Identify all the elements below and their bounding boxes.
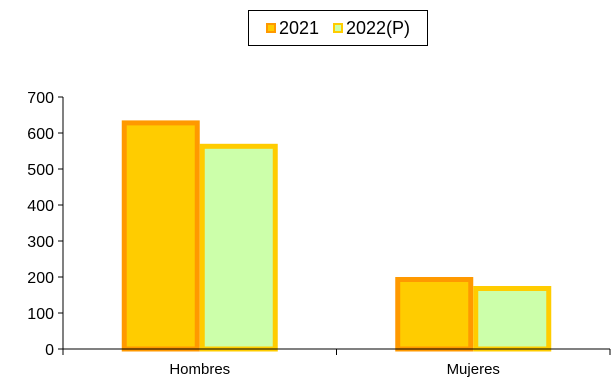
y-tick-label-500: 500 — [27, 162, 54, 179]
y-tick-label-600: 600 — [27, 126, 54, 143]
bar-hombres-2021 — [121, 120, 200, 352]
legend-label-2021: 2021 — [278, 17, 319, 38]
y-tick-label-0: 0 — [45, 342, 54, 359]
bar-mujeres-2022p — [473, 286, 552, 352]
y-tick-label-700: 700 — [27, 90, 54, 107]
bar-mujeres-2021 — [395, 277, 474, 352]
x-tick-label-mujeres: Mujeres — [447, 361, 500, 378]
chart-legend: 2021 2022(P) — [248, 10, 428, 46]
legend-label-2022p: 2022(P) — [346, 17, 411, 38]
legend-swatch-2021 — [265, 23, 276, 33]
y-tick-label-300: 300 — [27, 234, 54, 251]
x-tick-label-hombres: Hombres — [169, 361, 230, 378]
legend-entry-2022p: 2022(P) — [333, 18, 410, 39]
legend-swatch-2022p — [333, 23, 343, 33]
y-tick-label-100: 100 — [27, 306, 54, 323]
bar-hombres-2022p — [199, 143, 278, 352]
y-tick-label-400: 400 — [27, 198, 54, 215]
legend-entry-2021: 2021 — [265, 17, 319, 39]
y-tick-label-200: 200 — [27, 270, 54, 287]
